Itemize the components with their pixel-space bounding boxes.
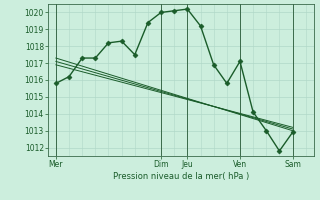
X-axis label: Pression niveau de la mer( hPa ): Pression niveau de la mer( hPa ) xyxy=(113,172,249,181)
